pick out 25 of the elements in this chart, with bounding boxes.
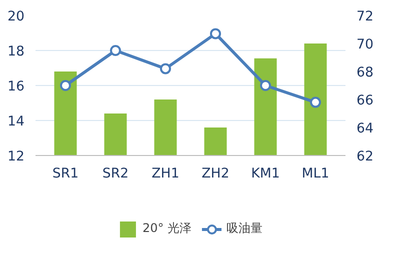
y2-tick-label: 66 [356, 94, 374, 108]
point [160, 63, 171, 74]
y2-tick-label: 72 [356, 10, 374, 24]
y2-tick-label: 62 [356, 150, 374, 164]
legend-label: 吸油量 [226, 220, 263, 237]
y-tick-label: 12 [8, 150, 25, 164]
x-tick-label: SR2 [102, 166, 129, 182]
x-tick-label: ZH1 [152, 166, 180, 182]
x-tick-label: ML1 [302, 166, 330, 182]
y2-tick-label: 68 [356, 66, 374, 80]
y-tick-label: 18 [8, 44, 25, 60]
y2-tick-label: 64 [356, 122, 374, 136]
x-tick-label: KM1 [251, 166, 280, 182]
y2-tick-label: 70 [356, 38, 374, 52]
y-tick-label: 20 [8, 10, 25, 24]
point [110, 45, 121, 56]
legend-label: 20° 光泽 [142, 220, 192, 237]
point [60, 80, 71, 91]
x-tick-label: SR1 [52, 166, 79, 182]
point [210, 28, 221, 40]
y-tick-label: 14 [8, 114, 25, 130]
point [260, 80, 271, 91]
point [310, 96, 321, 108]
x-tick-label: ZH2 [202, 166, 230, 182]
y-tick-label: 16 [8, 80, 25, 94]
